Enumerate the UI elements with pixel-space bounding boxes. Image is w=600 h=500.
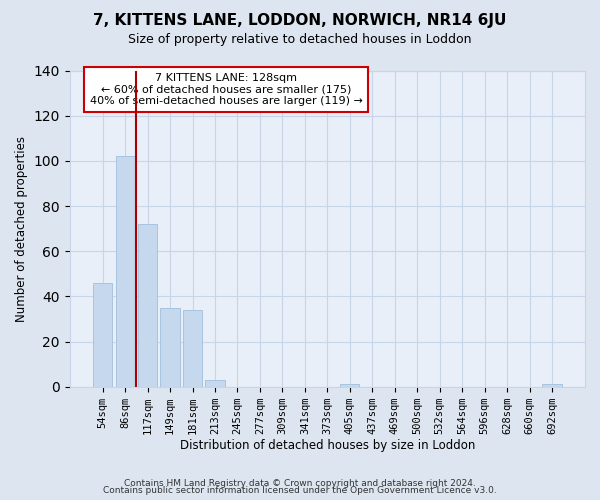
- X-axis label: Distribution of detached houses by size in Loddon: Distribution of detached houses by size …: [179, 440, 475, 452]
- Bar: [205, 380, 224, 386]
- Bar: [183, 310, 202, 386]
- Text: 7, KITTENS LANE, LODDON, NORWICH, NR14 6JU: 7, KITTENS LANE, LODDON, NORWICH, NR14 6…: [94, 12, 506, 28]
- Text: 7 KITTENS LANE: 128sqm
← 60% of detached houses are smaller (175)
40% of semi-de: 7 KITTENS LANE: 128sqm ← 60% of detached…: [90, 73, 362, 106]
- Bar: [542, 384, 562, 386]
- Text: Contains HM Land Registry data © Crown copyright and database right 2024.: Contains HM Land Registry data © Crown c…: [124, 478, 476, 488]
- Bar: [160, 308, 179, 386]
- Bar: [138, 224, 157, 386]
- Bar: [93, 283, 112, 387]
- Y-axis label: Number of detached properties: Number of detached properties: [15, 136, 28, 322]
- Bar: [116, 156, 134, 386]
- Text: Size of property relative to detached houses in Loddon: Size of property relative to detached ho…: [128, 32, 472, 46]
- Text: Contains public sector information licensed under the Open Government Licence v3: Contains public sector information licen…: [103, 486, 497, 495]
- Bar: [340, 384, 359, 386]
